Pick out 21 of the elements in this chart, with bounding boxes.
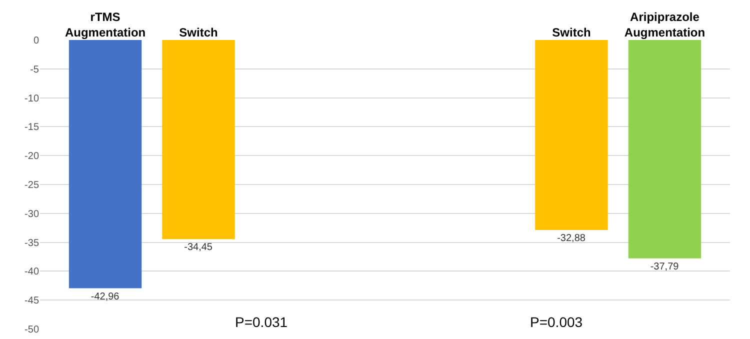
y-tick-label: -15 bbox=[24, 122, 40, 134]
data-label: -37,79 bbox=[650, 261, 680, 272]
y-tick-label: -10 bbox=[24, 93, 40, 104]
annotation: P=0.003 bbox=[530, 314, 583, 330]
y-tick-label: -20 bbox=[24, 151, 40, 162]
x-tick-label: Switch bbox=[552, 26, 591, 40]
data-label: -34,45 bbox=[184, 242, 213, 254]
data-label: -32,88 bbox=[557, 233, 586, 244]
y-tick-label: -50 bbox=[24, 324, 40, 336]
y-tick-label: -5 bbox=[30, 64, 40, 76]
y-tick-label: -35 bbox=[24, 238, 40, 249]
x-tick-label: rTMS Augmentation bbox=[64, 10, 146, 40]
x-tick-label: Switch bbox=[179, 26, 218, 40]
x-tick-label: Aripiprazole Augmentation bbox=[624, 10, 706, 40]
y-tick-label: -25 bbox=[24, 180, 40, 191]
y-tick-label: -45 bbox=[24, 296, 40, 307]
y-tick-label: 0 bbox=[33, 36, 40, 46]
y-tick-label: -40 bbox=[24, 266, 40, 278]
y-tick-label: -30 bbox=[24, 208, 40, 220]
annotation: P=0.031 bbox=[235, 314, 288, 330]
data-label: -42,96 bbox=[90, 291, 120, 302]
